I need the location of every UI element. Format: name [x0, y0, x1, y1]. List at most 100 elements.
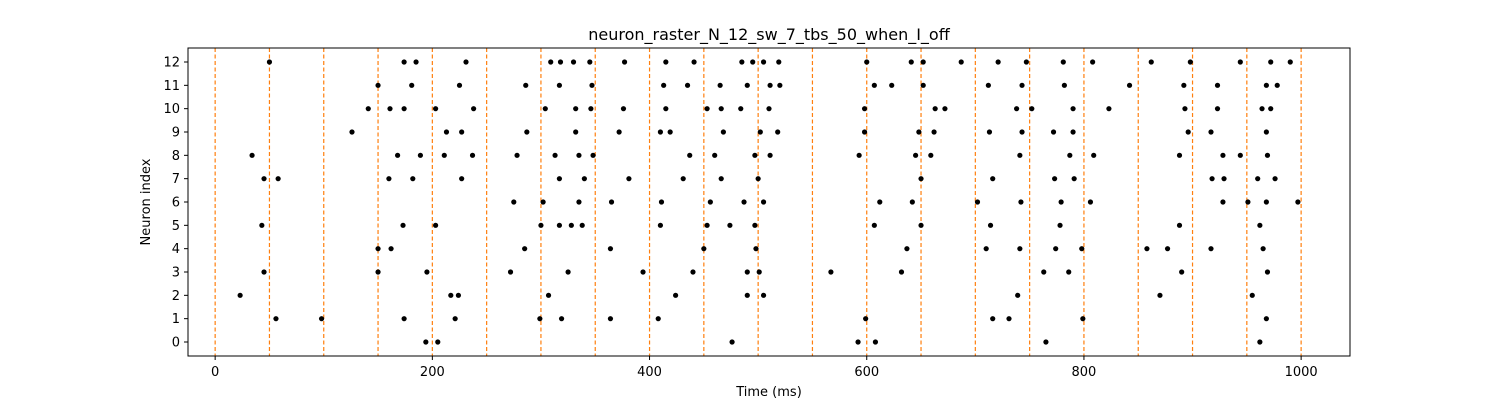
- spike-point: [855, 339, 861, 345]
- spike-point: [864, 59, 870, 65]
- spike-point: [1066, 269, 1072, 275]
- spike-point: [1050, 129, 1057, 135]
- y-tick-label: 8: [172, 149, 180, 164]
- spike-point: [741, 199, 747, 205]
- spike-point: [558, 316, 565, 322]
- spike-point: [576, 199, 582, 205]
- spike-point: [433, 106, 439, 112]
- spike-point: [556, 222, 563, 228]
- spike-point: [318, 316, 325, 322]
- spike-point: [667, 129, 673, 135]
- spike-point: [249, 152, 255, 158]
- spike-point: [684, 82, 691, 88]
- spike-point: [1208, 129, 1214, 135]
- spike-point: [401, 59, 407, 65]
- spike-point: [985, 82, 991, 88]
- spike-point: [452, 316, 458, 322]
- spike-point: [760, 59, 767, 65]
- spike-point: [1006, 316, 1012, 322]
- spike-point: [877, 199, 883, 205]
- spike-point: [691, 59, 697, 65]
- spike-point: [1017, 246, 1023, 252]
- y-tick-label: 4: [172, 242, 180, 257]
- spike-point: [275, 176, 281, 182]
- spike-point: [568, 222, 574, 228]
- spike-point: [459, 176, 465, 182]
- spike-point: [540, 199, 546, 205]
- spike-point: [1214, 82, 1221, 88]
- spike-point: [990, 176, 996, 182]
- spike-point: [1164, 246, 1171, 252]
- y-tick-label: 7: [172, 172, 180, 187]
- spike-point: [1067, 152, 1073, 158]
- vertical-marker-lines: [214, 48, 1302, 356]
- spike-point: [621, 59, 628, 65]
- spike-point: [471, 106, 477, 112]
- spike-point: [663, 106, 669, 112]
- spike-point: [1144, 246, 1150, 252]
- y-tick-label: 3: [172, 266, 180, 281]
- spike-point: [931, 129, 937, 135]
- spike-point: [608, 199, 615, 205]
- spike-point: [542, 106, 548, 112]
- spike-point: [626, 176, 632, 182]
- spike-point: [904, 246, 910, 252]
- spike-point: [455, 292, 462, 298]
- spike-point: [1176, 222, 1183, 228]
- spike-point: [690, 269, 696, 275]
- spike-point: [441, 152, 447, 158]
- spike-point: [1023, 59, 1029, 65]
- spike-point: [565, 269, 571, 275]
- spike-point: [1029, 106, 1035, 112]
- spike-point: [1268, 59, 1274, 65]
- spike-point: [576, 152, 582, 158]
- spike-point: [756, 269, 762, 275]
- spike-point: [704, 106, 710, 112]
- spike-point: [1257, 222, 1263, 228]
- spike-point: [753, 246, 759, 252]
- spike-point: [1185, 129, 1191, 135]
- spike-point: [616, 129, 622, 135]
- spike-point: [1264, 269, 1271, 275]
- spike-point: [1080, 316, 1086, 322]
- spike-point: [1179, 269, 1185, 275]
- spike-point: [920, 59, 926, 65]
- y-tick-label: 9: [172, 126, 180, 141]
- spike-point: [375, 246, 381, 252]
- spike-point: [856, 152, 862, 158]
- spike-point: [1263, 316, 1269, 322]
- spike-point: [661, 82, 667, 88]
- spike-point: [777, 82, 783, 88]
- spike-point: [913, 152, 919, 158]
- y-tick-label: 2: [172, 289, 180, 304]
- spike-point: [388, 246, 394, 252]
- spike-point: [1237, 59, 1243, 65]
- spike-point: [537, 316, 543, 322]
- spike-point: [1060, 59, 1066, 65]
- spike-point: [1061, 82, 1067, 88]
- spike-point: [990, 316, 996, 322]
- plot-area-frame: [187, 47, 1351, 357]
- spike-point: [986, 129, 993, 135]
- spike-point: [1264, 152, 1271, 158]
- spike-point: [1245, 199, 1251, 205]
- spike-point: [655, 316, 661, 322]
- spike-point: [861, 106, 868, 112]
- spike-point: [507, 269, 514, 275]
- spike-point: [718, 176, 724, 182]
- spike-point: [942, 106, 948, 112]
- spike-point: [987, 222, 994, 228]
- spike-point: [1255, 176, 1261, 182]
- spike-point: [1259, 106, 1265, 112]
- spike-point: [712, 152, 718, 158]
- spike-point: [424, 269, 430, 275]
- y-axis-label: Neuron index: [139, 158, 154, 245]
- spike-point: [872, 339, 879, 345]
- spike-point: [1268, 106, 1274, 112]
- spike-point: [1148, 59, 1154, 65]
- spike-point: [920, 82, 926, 88]
- spike-point: [663, 59, 669, 65]
- spike-point: [1070, 106, 1076, 112]
- spike-point: [1181, 82, 1187, 88]
- spike-point: [889, 82, 895, 88]
